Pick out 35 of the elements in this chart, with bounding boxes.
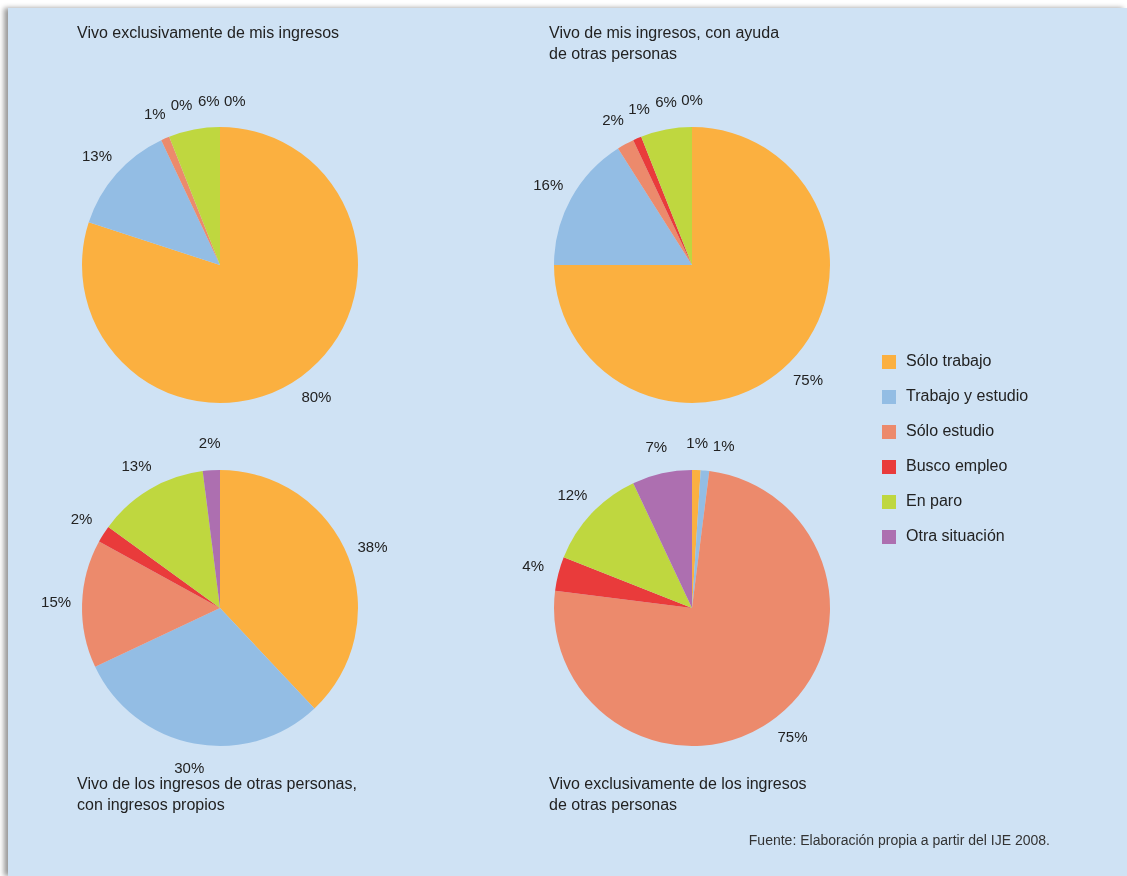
data-label: 75% bbox=[777, 727, 808, 745]
data-label: 1% bbox=[628, 99, 650, 117]
data-label: 15% bbox=[41, 592, 72, 610]
legend-label: Trabajo y estudio bbox=[906, 387, 1029, 405]
data-label: 13% bbox=[121, 456, 152, 474]
data-label: 6% bbox=[197, 91, 220, 109]
text: Vivo exclusivamente de los ingresos de otras personas bbox=[549, 774, 807, 815]
data-label: 2% bbox=[198, 434, 221, 452]
chart-title: Vivo exclusivamente de mis ingresos bbox=[77, 23, 340, 43]
data-label: 30% bbox=[174, 759, 205, 777]
source-note: Fuente: Elaboración propia a partir del IJE 2008. bbox=[748, 832, 1050, 848]
text: 0% bbox=[681, 91, 703, 109]
legend-label: Sólo trabajo bbox=[906, 352, 992, 370]
data-label: 7% bbox=[645, 438, 668, 456]
data-label: 2% bbox=[70, 510, 93, 528]
legend-label: Otra situación bbox=[906, 527, 1005, 545]
data-label: 80% bbox=[301, 387, 332, 405]
text: Vivo de los ingresos de otras personas, con ingresos propios bbox=[77, 774, 357, 815]
legend-label: En paro bbox=[906, 492, 963, 510]
data-label: 75% bbox=[792, 371, 823, 389]
data-label: 38% bbox=[357, 537, 388, 555]
data-label: 1% bbox=[712, 437, 735, 455]
chart-title: Vivo de mis ingresos, con ayuda de otras personas bbox=[549, 23, 780, 64]
data-label: 1% bbox=[686, 434, 708, 452]
data-label: 1% bbox=[144, 104, 166, 122]
data-label: 16% bbox=[533, 176, 564, 194]
data-label: 2% bbox=[602, 111, 624, 129]
data-label: 12% bbox=[557, 485, 588, 503]
legend-label: Busco empleo bbox=[906, 457, 1008, 475]
data-label: 6% bbox=[655, 93, 677, 111]
data-label: 4% bbox=[522, 557, 544, 575]
data-label: 13% bbox=[81, 146, 112, 164]
text: 0% bbox=[223, 91, 246, 109]
legend-label: Sólo estudio bbox=[906, 422, 995, 440]
text: 0% bbox=[170, 95, 193, 113]
